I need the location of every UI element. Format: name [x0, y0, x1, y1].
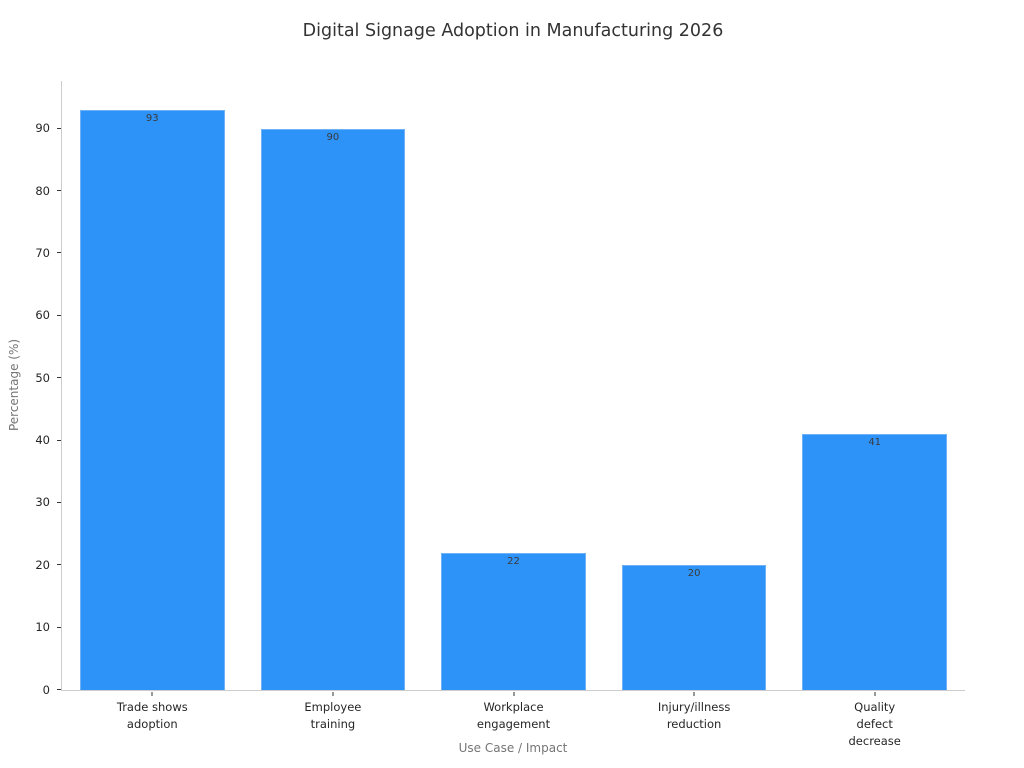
x-tick-mark	[513, 692, 514, 696]
bar: 93	[80, 110, 225, 690]
y-tick-mark	[57, 252, 61, 254]
y-tick-label: 30	[35, 495, 50, 510]
y-axis-spine	[61, 81, 62, 690]
x-tick-label: Injury/illness reduction	[657, 700, 731, 731]
y-tick-label: 90	[35, 120, 50, 135]
y-tick-label: 80	[35, 183, 50, 198]
y-tick-mark	[57, 314, 61, 316]
chart-title: Digital Signage Adoption in Manufacturin…	[302, 21, 724, 41]
bar-value-label: 93	[145, 113, 159, 124]
bar: 22	[441, 552, 586, 690]
x-tick-label: Employee training	[304, 700, 362, 731]
bar-value-label: 22	[507, 555, 520, 567]
y-tick-label: 0	[42, 682, 50, 697]
y-tick-mark	[57, 439, 61, 441]
x-tick-label: Quality defect decrease	[848, 700, 901, 748]
y-tick-mark	[57, 377, 61, 379]
y-axis-title: Percentage (%)	[7, 338, 21, 432]
y-tick-label: 40	[35, 432, 50, 447]
bar-value-label: 90	[326, 131, 340, 143]
x-tick-label: Trade shows adoption	[116, 700, 188, 731]
bar-value-label: 20	[687, 568, 701, 580]
y-tick-label: 60	[35, 308, 50, 323]
x-tick-mark	[874, 692, 876, 696]
bar: 20	[621, 565, 767, 690]
bar-value-label: 41	[868, 437, 882, 449]
y-tick-mark	[57, 564, 61, 566]
x-axis-spine	[61, 690, 965, 691]
y-tick-label: 20	[35, 557, 50, 572]
bar: 41	[802, 434, 947, 690]
y-tick-mark	[57, 190, 61, 192]
bar: 90	[260, 128, 406, 690]
y-tick-label: 50	[35, 370, 50, 385]
x-tick-label: Workplace engagement	[476, 700, 551, 731]
x-tick-mark	[151, 692, 153, 696]
y-tick-label: 70	[35, 245, 50, 260]
y-tick-mark	[57, 501, 61, 503]
x-tick-mark	[332, 692, 334, 696]
y-tick-label: 10	[35, 619, 50, 634]
y-tick-mark	[57, 127, 61, 129]
y-tick-mark	[57, 689, 61, 690]
x-axis-title: Use Case / Impact	[458, 741, 568, 755]
x-tick-mark	[693, 692, 695, 696]
plot-area: 0 10 20 30 40 50 60 70 80 90 93 Trade shows adopti…	[35, 81, 965, 748]
y-tick-mark	[57, 626, 61, 628]
